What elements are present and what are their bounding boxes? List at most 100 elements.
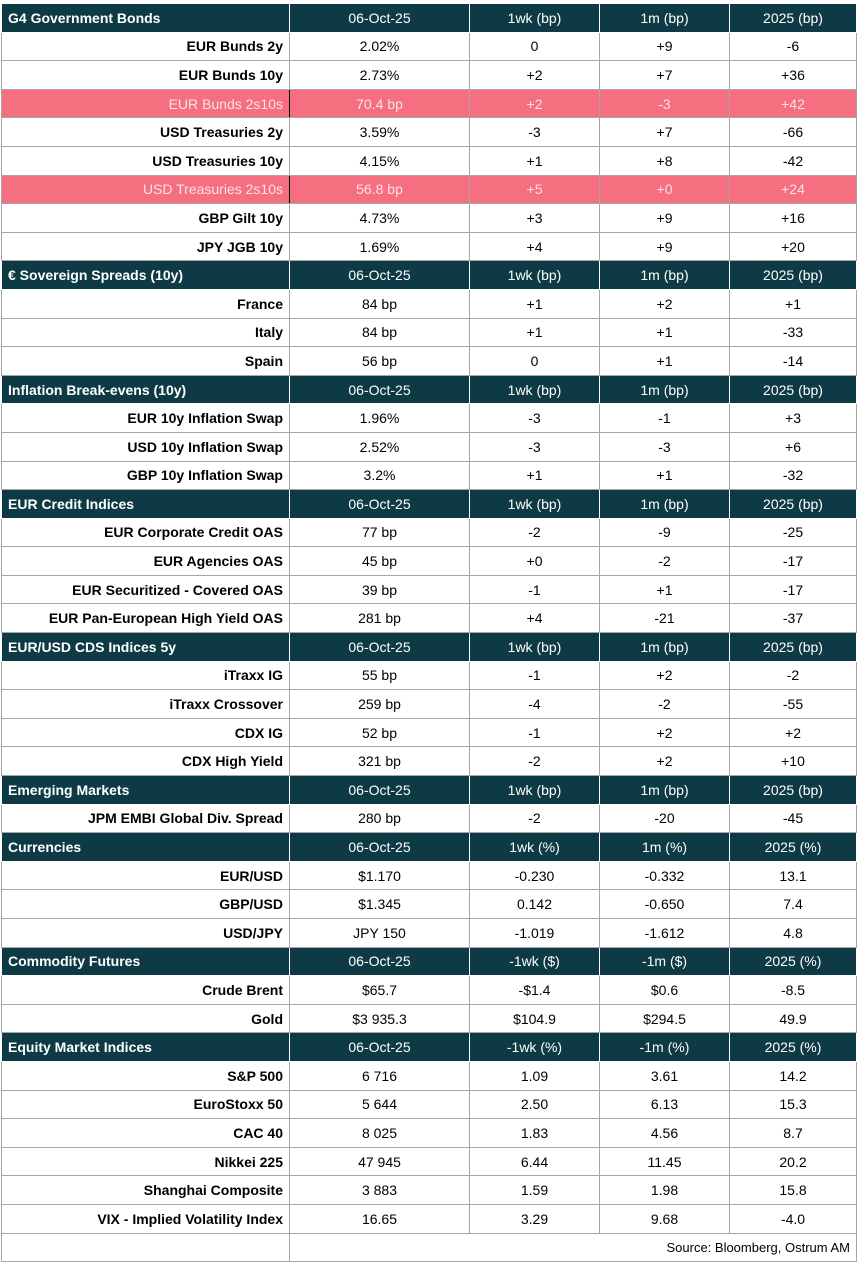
cell: +0 <box>469 546 600 576</box>
cell: +24 <box>729 174 857 205</box>
cell: +9 <box>599 203 730 233</box>
cell: -2 <box>469 803 600 834</box>
cell: 6.13 <box>599 1089 730 1120</box>
row-label: VIX - Implied Volatility Index <box>1 1203 290 1234</box>
row-label: CAC 40 <box>1 1118 290 1148</box>
cell: -14 <box>729 346 857 376</box>
cell: +2 <box>599 746 730 777</box>
cell: 20.2 <box>729 1146 857 1177</box>
cell: 4.8 <box>729 918 857 948</box>
cell: +0 <box>599 174 730 205</box>
data-row: EUR Bunds 10y 2.73% +2 +7 +36 <box>1 60 857 90</box>
cell: 0 <box>469 31 600 62</box>
row-label: USD Treasuries 2y <box>1 117 290 147</box>
cell: +2 <box>599 717 730 748</box>
cell: -2 <box>599 689 730 719</box>
cell: -21 <box>599 603 730 634</box>
cell: -55 <box>729 689 857 719</box>
column-header: 1m (bp) <box>599 3 730 33</box>
cell: -45 <box>729 803 857 834</box>
cell: +1 <box>599 346 730 376</box>
cell: 47 945 <box>289 1146 470 1177</box>
cell: -17 <box>729 546 857 576</box>
cell: +2 <box>469 60 600 90</box>
row-label: Spain <box>1 346 290 376</box>
section-title: G4 Government Bonds <box>1 3 290 33</box>
cell: 70.4 bp <box>289 88 470 119</box>
market-table: G4 Government Bonds 06-Oct-25 1wk (bp) 1m (… <box>1 3 857 1262</box>
section-title: € Sovereign Spreads (10y) <box>1 260 290 290</box>
cell: 3.61 <box>599 1060 730 1091</box>
cell: 3.2% <box>289 460 470 491</box>
cell: 4.15% <box>289 145 470 176</box>
column-header: -1m ($) <box>599 946 730 977</box>
cell: 4.56 <box>599 1118 730 1148</box>
data-row: CAC 40 8 025 1.83 4.56 8.7 <box>1 1118 857 1148</box>
column-header: 2025 (%) <box>729 832 857 862</box>
column-header: 1wk (bp) <box>469 374 600 405</box>
row-label: USD/JPY <box>1 918 290 948</box>
column-header: 1wk (bp) <box>469 489 600 519</box>
cell: $0.6 <box>599 975 730 1005</box>
data-row: USD Treasuries 2y 3.59% -3 +7 -66 <box>1 117 857 147</box>
cell: -1.019 <box>469 918 600 948</box>
data-row: France 84 bp +1 +2 +1 <box>1 288 857 319</box>
cell: $1.345 <box>289 889 470 919</box>
cell: -33 <box>729 317 857 348</box>
data-row: iTraxx IG 55 bp -1 +2 -2 <box>1 660 857 691</box>
section-header: Inflation Break-evens (10y) 06-Oct-25 1wk … <box>1 374 857 405</box>
data-row: USD Treasuries 2s10s 56.8 bp +5 +0 +24 <box>1 174 857 205</box>
column-header: 2025 (bp) <box>729 374 857 405</box>
cell: -37 <box>729 603 857 634</box>
cell: 11.45 <box>599 1146 730 1177</box>
row-label: EUR 10y Inflation Swap <box>1 403 290 433</box>
column-header: -1wk ($) <box>469 946 600 977</box>
row-label: EUR Bunds 2y <box>1 31 290 62</box>
cell: -1 <box>469 660 600 691</box>
section-header: G4 Government Bonds 06-Oct-25 1wk (bp) 1m (… <box>1 3 857 33</box>
section-header: Equity Market Indices 06-Oct-25 -1wk (%) -1… <box>1 1032 857 1062</box>
cell: 39 bp <box>289 574 470 605</box>
cell: $104.9 <box>469 1003 600 1034</box>
data-row: EuroStoxx 50 5 644 2.50 6.13 15.3 <box>1 1089 857 1120</box>
cell: 3 883 <box>289 1175 470 1205</box>
cell: -3 <box>469 117 600 147</box>
cell: -4 <box>469 689 600 719</box>
cell: 49.9 <box>729 1003 857 1034</box>
cell: +7 <box>599 60 730 90</box>
row-label: EUR Bunds 10y <box>1 60 290 90</box>
row-label: GBP 10y Inflation Swap <box>1 460 290 491</box>
row-label: EUR Agencies OAS <box>1 546 290 576</box>
cell: 1.96% <box>289 403 470 433</box>
cell: -1 <box>469 574 600 605</box>
data-row: EUR Bunds 2s10s 70.4 bp +2 -3 +42 <box>1 88 857 119</box>
column-header: 1m (bp) <box>599 775 730 805</box>
row-label: JPY JGB 10y <box>1 231 290 262</box>
source: Source: Bloomberg, Ostrum AM <box>289 1232 857 1262</box>
data-row: GBP/USD $1.345 0.142 -0.650 7.4 <box>1 889 857 919</box>
row-label: JPM EMBI Global Div. Spread <box>1 803 290 834</box>
cell: 14.2 <box>729 1060 857 1091</box>
cell: 7.4 <box>729 889 857 919</box>
cell: -2 <box>469 746 600 777</box>
cell: 56.8 bp <box>289 174 470 205</box>
cell: +8 <box>599 145 730 176</box>
section-title: Commodity Futures <box>1 946 290 977</box>
data-row: Italy 84 bp +1 +1 -33 <box>1 317 857 348</box>
cell: 280 bp <box>289 803 470 834</box>
data-row: Crude Brent $65.7 -$1.4 $0.6 -8.5 <box>1 975 857 1005</box>
row-label: USD 10y Inflation Swap <box>1 431 290 462</box>
column-header: 1m (%) <box>599 832 730 862</box>
cell: 2.50 <box>469 1089 600 1120</box>
cell: 0.142 <box>469 889 600 919</box>
cell: +1 <box>469 145 600 176</box>
cell: 13.1 <box>729 860 857 891</box>
column-header: 06-Oct-25 <box>289 946 470 977</box>
data-row: Nikkei 225 47 945 6.44 11.45 20.2 <box>1 1146 857 1177</box>
data-row: EUR Securitized - Covered OAS 39 bp -1 +1 -1… <box>1 574 857 605</box>
cell: -0.230 <box>469 860 600 891</box>
cell: 2.02% <box>289 31 470 62</box>
column-header: 1m (bp) <box>599 632 730 662</box>
data-row: CDX IG 52 bp -1 +2 +2 <box>1 717 857 748</box>
row-label: EUR Securitized - Covered OAS <box>1 574 290 605</box>
